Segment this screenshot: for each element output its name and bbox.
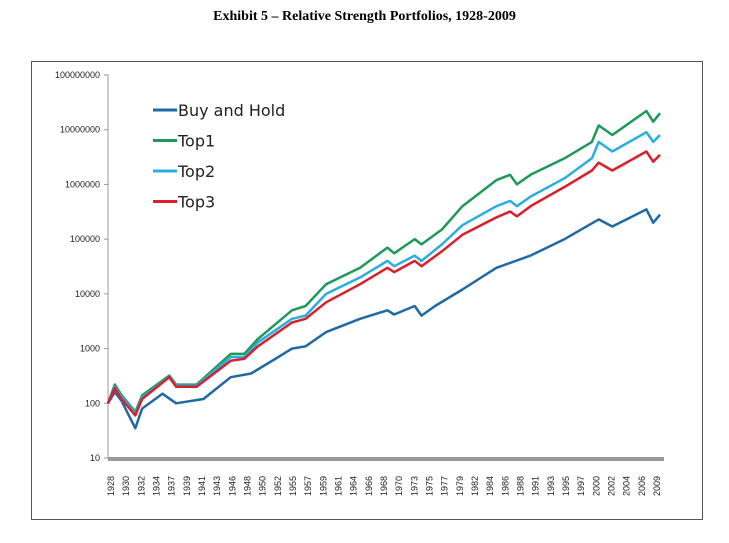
x-tick-label: 2004 [622, 476, 632, 496]
x-tick-label: 1988 [516, 476, 526, 496]
y-tick-label: 10000 [75, 289, 100, 299]
y-tick-label: 10 [90, 453, 100, 463]
x-tick-label: 1957 [303, 476, 313, 496]
y-tick-label: 100000 [70, 234, 100, 244]
x-tick-label: 1961 [334, 476, 344, 496]
x-tick-label: 1930 [121, 476, 131, 496]
x-tick-label: 1995 [561, 476, 571, 496]
chart-frame [31, 61, 703, 520]
x-tick-label: 1932 [136, 476, 146, 496]
x-tick-label: 1993 [546, 476, 556, 496]
x-tick-label: 1939 [182, 476, 192, 496]
legend-label: Top3 [177, 193, 215, 212]
x-tick-label: 1941 [197, 476, 207, 496]
x-tick-label: 1966 [364, 476, 374, 496]
series-line-buy-and-hold [106, 208, 661, 430]
x-tick-label: 1979 [455, 476, 465, 496]
x-tick-label: 1955 [288, 476, 298, 496]
x-tick-label: 1952 [273, 476, 283, 496]
y-tick-label: 100000000 [55, 70, 100, 80]
x-tick-label: 1977 [440, 476, 450, 496]
legend-label: Buy and Hold [178, 101, 285, 120]
y-tick-label: 10000000 [60, 125, 100, 135]
x-tick-label: 1968 [379, 476, 389, 496]
y-tick-label: 1000000 [65, 179, 100, 189]
y-tick-label: 1000 [80, 344, 100, 354]
legend-label: Top1 [177, 132, 215, 151]
x-tick-label: 1973 [409, 476, 419, 496]
x-tick-label: 1937 [167, 476, 177, 496]
x-tick-label: 1964 [349, 476, 359, 496]
x-tick-label: 1991 [531, 476, 541, 496]
x-tick-label: 1950 [258, 476, 268, 496]
x-tick-label: 1982 [470, 476, 480, 496]
legend-label: Top2 [177, 162, 215, 181]
x-tick-label: 1986 [500, 476, 510, 496]
x-tick-label: 1959 [318, 476, 328, 496]
x-tick-label: 2009 [652, 476, 662, 496]
x-tick-label: 2000 [591, 476, 601, 496]
x-tick-label: 2006 [637, 476, 647, 496]
x-tick-label: 1997 [576, 476, 586, 496]
x-tick-label: 1984 [485, 476, 495, 496]
x-tick-label: 1975 [425, 476, 435, 496]
x-tick-label: 1928 [106, 476, 116, 496]
x-tick-label: 1943 [212, 476, 222, 496]
x-tick-label: 1946 [227, 476, 237, 496]
x-tick-label: 1948 [243, 476, 253, 496]
series-line-top1 [106, 109, 661, 414]
x-tick-label: 1970 [394, 476, 404, 496]
x-tick-label: 2002 [607, 476, 617, 496]
chart-title: Exhibit 5 – Relative Strength Portfolios… [213, 9, 516, 24]
y-tick-label: 100 [85, 398, 100, 408]
x-tick-label: 1934 [152, 476, 162, 496]
series-line-top3 [106, 150, 661, 417]
